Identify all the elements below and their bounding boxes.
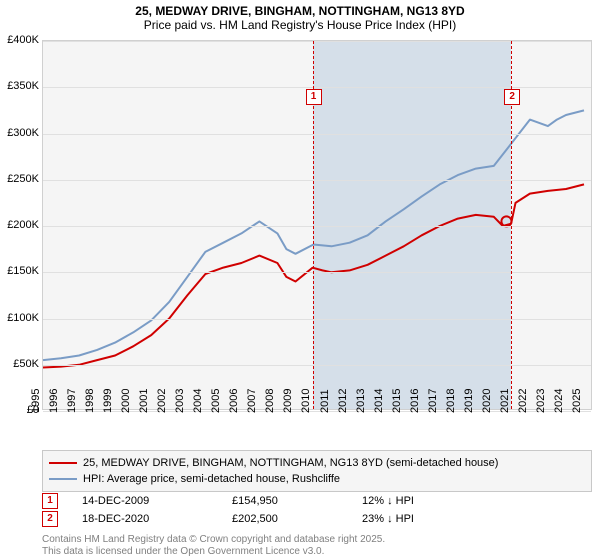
gridline [43, 226, 591, 227]
x-axis-label: 2023 [535, 389, 547, 413]
y-axis-label: £400K [7, 34, 39, 46]
row-marker: 1 [42, 493, 58, 509]
sale-table: 1 14-DEC-2009 £154,950 12% ↓ HPI 2 18-DE… [42, 492, 592, 528]
x-axis-label: 2000 [120, 389, 132, 413]
chart-area: 12 £0£50K£100K£150K£200K£250K£300K£350K£… [42, 40, 592, 410]
y-axis-label: £150K [7, 265, 39, 277]
x-axis-label: 2019 [463, 389, 475, 413]
gridline [43, 319, 591, 320]
legend: 25, MEDWAY DRIVE, BINGHAM, NOTTINGHAM, N… [42, 450, 592, 492]
x-axis-label: 2021 [499, 389, 511, 413]
x-axis-label: 2013 [354, 389, 366, 413]
x-axis-label: 2024 [553, 389, 565, 413]
x-axis-label: 2014 [372, 389, 384, 413]
y-axis-label: £350K [7, 80, 39, 92]
table-row: 1 14-DEC-2009 £154,950 12% ↓ HPI [42, 492, 592, 510]
legend-label-2: HPI: Average price, semi-detached house,… [83, 471, 340, 487]
footer-line1: Contains HM Land Registry data © Crown c… [42, 534, 385, 546]
page-title: 25, MEDWAY DRIVE, BINGHAM, NOTTINGHAM, N… [0, 0, 600, 18]
x-axis-label: 2005 [210, 389, 222, 413]
marker-box: 2 [504, 89, 520, 105]
y-axis-label: £300K [7, 127, 39, 139]
legend-swatch-1 [49, 462, 77, 464]
x-axis-label: 2009 [282, 389, 294, 413]
gridline [43, 272, 591, 273]
x-axis-label: 2017 [426, 389, 438, 413]
legend-label-1: 25, MEDWAY DRIVE, BINGHAM, NOTTINGHAM, N… [83, 455, 498, 471]
y-axis-label: £50K [13, 358, 39, 370]
x-axis-label: 2018 [445, 389, 457, 413]
footer: Contains HM Land Registry data © Crown c… [42, 534, 385, 558]
legend-swatch-2 [49, 478, 77, 480]
x-axis-label: 2008 [264, 389, 276, 413]
x-axis-label: 2004 [192, 389, 204, 413]
plot-area: 12 [42, 40, 592, 410]
row-hpi: 12% ↓ HPI [362, 495, 492, 507]
y-axis-label: £200K [7, 219, 39, 231]
row-price: £154,950 [232, 495, 362, 507]
x-axis-label: 2020 [481, 389, 493, 413]
page-subtitle: Price paid vs. HM Land Registry's House … [0, 18, 600, 34]
x-axis-label: 2006 [228, 389, 240, 413]
table-row: 2 18-DEC-2020 £202,500 23% ↓ HPI [42, 510, 592, 528]
x-axis-label: 2012 [336, 389, 348, 413]
row-date: 18-DEC-2020 [82, 513, 232, 525]
x-axis-label: 2016 [408, 389, 420, 413]
gridline [43, 41, 591, 42]
x-axis-label: 2002 [156, 389, 168, 413]
x-axis-label: 1996 [48, 389, 60, 413]
gridline [43, 180, 591, 181]
y-axis-label: £250K [7, 173, 39, 185]
marker-box: 1 [306, 89, 322, 105]
legend-item: 25, MEDWAY DRIVE, BINGHAM, NOTTINGHAM, N… [49, 455, 585, 471]
x-axis-label: 2011 [319, 389, 331, 413]
x-axis-label: 1995 [30, 389, 42, 413]
gridline [43, 365, 591, 366]
x-axis-label: 2003 [174, 389, 186, 413]
legend-item: HPI: Average price, semi-detached house,… [49, 471, 585, 487]
x-axis-label: 1997 [66, 389, 78, 413]
chart-container: 25, MEDWAY DRIVE, BINGHAM, NOTTINGHAM, N… [0, 0, 600, 560]
y-axis-label: £100K [7, 312, 39, 324]
x-axis-label: 2007 [246, 389, 258, 413]
row-price: £202,500 [232, 513, 362, 525]
x-axis-label: 1999 [102, 389, 114, 413]
row-hpi: 23% ↓ HPI [362, 513, 492, 525]
footer-line2: This data is licensed under the Open Gov… [42, 546, 385, 558]
x-axis-label: 2025 [571, 389, 583, 413]
x-axis-label: 2022 [517, 389, 529, 413]
gridline [43, 134, 591, 135]
row-date: 14-DEC-2009 [82, 495, 232, 507]
x-axis-label: 2010 [300, 389, 312, 413]
x-axis-label: 2015 [390, 389, 402, 413]
x-axis-label: 1998 [84, 389, 96, 413]
x-axis-label: 2001 [138, 389, 150, 413]
row-marker: 2 [42, 511, 58, 527]
